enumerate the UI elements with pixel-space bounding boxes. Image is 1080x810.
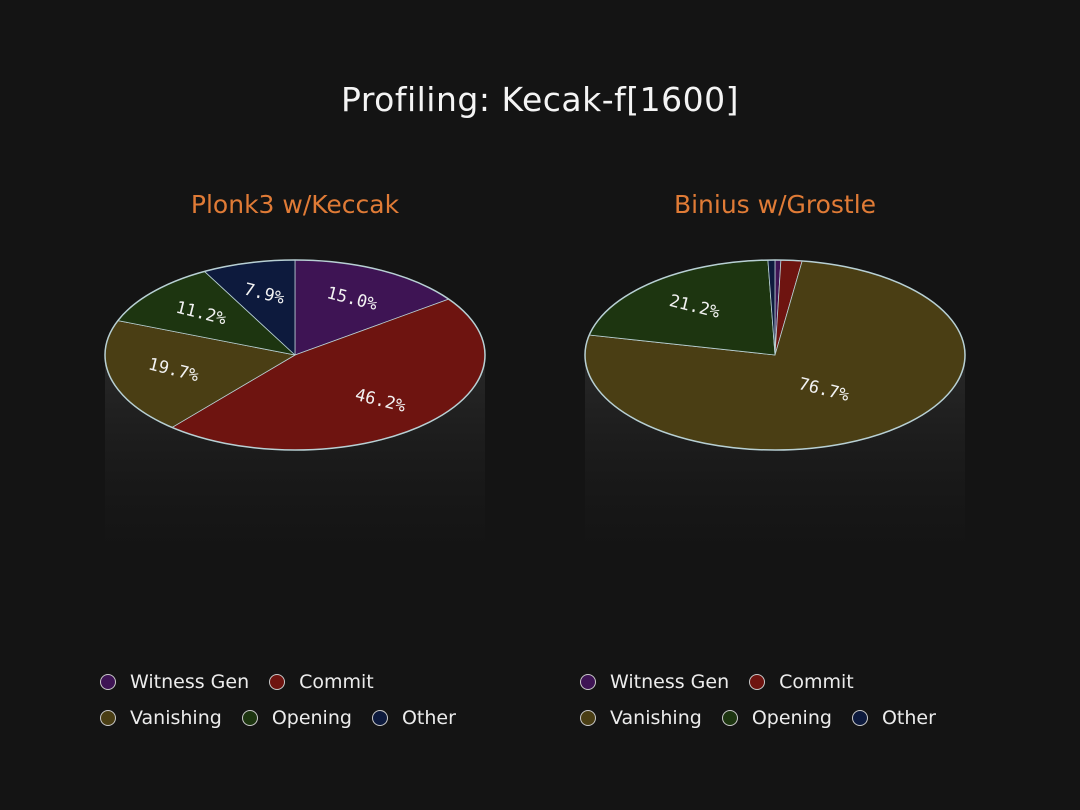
legend-label: Witness Gen <box>130 671 250 693</box>
chart-title: Plonk3 w/Keccak <box>190 190 400 219</box>
legend-label: Other <box>881 707 936 729</box>
legend-row: Witness Gen Commit <box>580 664 1000 700</box>
legend-item-other: Other <box>371 707 456 729</box>
legend-label: Vanishing <box>130 707 222 729</box>
legend-swatch <box>100 674 116 690</box>
legend-swatch <box>371 710 388 726</box>
legend-swatch <box>721 710 738 726</box>
legend-swatch <box>580 710 596 726</box>
legend-item-vanishing: Vanishing <box>100 707 222 729</box>
legend-label: Vanishing <box>610 707 702 729</box>
legend-item-opening: Opening <box>241 707 352 729</box>
legend-label: Opening <box>751 707 832 729</box>
legend-item-opening: Opening <box>721 707 832 729</box>
legend-swatch <box>100 710 116 726</box>
chart-title: Binius w/Grostle <box>673 190 877 219</box>
legend-row: Vanishing Opening Other <box>100 700 520 736</box>
legend-item-vanishing: Vanishing <box>580 707 702 729</box>
legend-item-commit: Commit <box>269 671 374 693</box>
cylinder-body <box>585 355 965 570</box>
pie-rim <box>104 259 486 451</box>
pie-chart-plonk3: 15.0%46.2%19.7%11.2%7.9% <box>104 259 486 570</box>
legend-item-other: Other <box>851 707 936 729</box>
legend-item-commit: Commit <box>749 671 854 693</box>
figure-title: Profiling: Kecak-f[1600] <box>341 80 739 119</box>
panel-plonk3: Plonk3 w/Keccak 15.0% 46.2% 19.7% 11.2% 7.9%… <box>55 190 535 750</box>
legend-item-witness-gen: Witness Gen <box>100 671 249 693</box>
legend-swatch <box>580 674 596 690</box>
cylinder-body <box>105 355 485 570</box>
legend-label: Commit <box>299 671 374 693</box>
legend-label: Commit <box>779 671 854 693</box>
pie-rim <box>584 259 966 451</box>
legend-label: Witness Gen <box>610 671 730 693</box>
legend-swatch <box>851 710 868 726</box>
legend-swatch <box>241 710 258 726</box>
legend: Witness Gen Commit Vanishing Opening Other <box>580 664 1000 736</box>
legend-label: Opening <box>271 707 352 729</box>
panel-binius: Binius w/Grostle 76.7% 21.2% Witness Gen C… <box>535 190 1015 750</box>
pie-chart-binius: 76.7%21.2% <box>584 259 966 570</box>
legend-swatch <box>269 674 286 690</box>
legend-row: Witness Gen Commit <box>100 664 520 700</box>
legend-swatch <box>749 674 766 690</box>
legend-item-witness-gen: Witness Gen <box>580 671 729 693</box>
legend: Witness Gen Commit Vanishing Opening Other <box>100 664 520 736</box>
legend-row: Vanishing Opening Other <box>580 700 1000 736</box>
legend-label: Other <box>401 707 456 729</box>
